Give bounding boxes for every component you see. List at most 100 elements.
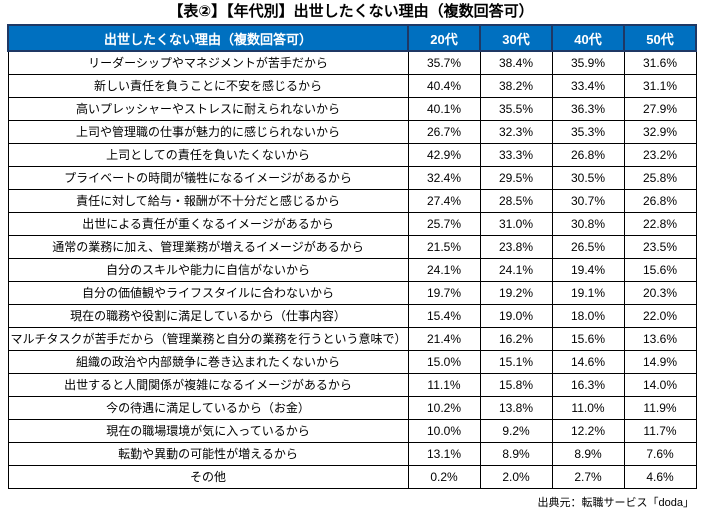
value-cell: 26.8% bbox=[623, 188, 697, 213]
table-row: 今の待遇に満足しているから（お金） 10.2% 13.8% 11.0% 11.9% bbox=[7, 395, 697, 420]
value-cell: 21.4% bbox=[407, 326, 481, 351]
value-cell: 35.7% bbox=[407, 50, 481, 75]
value-cell: 18.0% bbox=[551, 303, 625, 328]
value-cell: 33.4% bbox=[551, 73, 625, 98]
table-header: 出世したくない理由（複数回答可） 20代 30代 40代 50代 bbox=[7, 24, 697, 52]
table-row: 組織の政治や内部競争に巻き込まれたくないから 15.0% 15.1% 14.6% 14.… bbox=[7, 349, 697, 374]
reason-cell: 転勤や異動の可能性が増えるから bbox=[7, 441, 409, 466]
reason-cell: 新しい責任を負うことに不安を感じるから bbox=[7, 73, 409, 98]
value-cell: 15.6% bbox=[623, 257, 697, 282]
reason-cell: 責任に対して給与・報酬が不十分だと感じるから bbox=[7, 188, 409, 213]
value-cell: 15.0% bbox=[407, 349, 481, 374]
value-cell: 15.1% bbox=[479, 349, 553, 374]
value-cell: 13.8% bbox=[479, 395, 553, 420]
reason-cell: 現在の職務や役割に満足しているから（仕事内容） bbox=[7, 303, 409, 328]
table-row: リーダーシップやマネジメントが苦手だから 35.7% 38.4% 35.9% 31.6% bbox=[7, 50, 697, 75]
value-cell: 2.0% bbox=[479, 464, 553, 489]
value-cell: 8.9% bbox=[551, 441, 625, 466]
value-cell: 30.8% bbox=[551, 211, 625, 236]
table-row: その他 0.2% 2.0% 2.7% 4.6% bbox=[7, 464, 697, 489]
value-cell: 19.2% bbox=[479, 280, 553, 305]
value-cell: 27.9% bbox=[623, 96, 697, 121]
value-cell: 23.2% bbox=[623, 142, 697, 167]
reasons-by-age-table: 出世したくない理由（複数回答可） 20代 30代 40代 50代 リーダーシップやマネジ… bbox=[7, 24, 697, 489]
reason-cell: 現在の職場環境が気に入っているから bbox=[7, 418, 409, 443]
value-cell: 14.0% bbox=[623, 372, 697, 397]
table-row: マルチタスクが苦手だから（管理業務と自分の業務を行うという意味で） 21.4% 16… bbox=[7, 326, 697, 351]
value-cell: 22.0% bbox=[623, 303, 697, 328]
value-cell: 13.1% bbox=[407, 441, 481, 466]
reason-cell: 自分の価値観やライフスタイルに合わないから bbox=[7, 280, 409, 305]
value-cell: 4.6% bbox=[623, 464, 697, 489]
table-row: 上司としての責任を負いたくないから 42.9% 33.3% 26.8% 23.2% bbox=[7, 142, 697, 167]
value-cell: 40.1% bbox=[407, 96, 481, 121]
value-cell: 26.7% bbox=[407, 119, 481, 144]
value-cell: 21.5% bbox=[407, 234, 481, 259]
table-row: プライベートの時間が犠牲になるイメージがあるから 32.4% 29.5% 30.5% 2… bbox=[7, 165, 697, 190]
table-row: 現在の職務や役割に満足しているから（仕事内容） 15.4% 19.0% 18.0% 22… bbox=[7, 303, 697, 328]
value-cell: 30.7% bbox=[551, 188, 625, 213]
table-row: 新しい責任を負うことに不安を感じるから 40.4% 38.2% 33.4% 31.1% bbox=[7, 73, 697, 98]
value-cell: 23.8% bbox=[479, 234, 553, 259]
reason-cell: 組織の政治や内部競争に巻き込まれたくないから bbox=[7, 349, 409, 374]
reason-cell: マルチタスクが苦手だから（管理業務と自分の業務を行うという意味で） bbox=[7, 326, 409, 351]
value-cell: 33.3% bbox=[479, 142, 553, 167]
value-cell: 29.5% bbox=[479, 165, 553, 190]
value-cell: 19.7% bbox=[407, 280, 481, 305]
table-row: 上司や管理職の仕事が魅力的に感じられないから 26.7% 32.3% 35.3% 32.… bbox=[7, 119, 697, 144]
value-cell: 32.4% bbox=[407, 165, 481, 190]
table-row: 自分の価値観やライフスタイルに合わないから 19.7% 19.2% 19.1% 20.3… bbox=[7, 280, 697, 305]
value-cell: 11.1% bbox=[407, 372, 481, 397]
value-cell: 25.7% bbox=[407, 211, 481, 236]
value-cell: 19.0% bbox=[479, 303, 553, 328]
value-cell: 30.5% bbox=[551, 165, 625, 190]
value-cell: 2.7% bbox=[551, 464, 625, 489]
value-cell: 24.1% bbox=[479, 257, 553, 282]
header-row: 出世したくない理由（複数回答可） 20代 30代 40代 50代 bbox=[7, 24, 697, 52]
value-cell: 36.3% bbox=[551, 96, 625, 121]
value-cell: 19.4% bbox=[551, 257, 625, 282]
value-cell: 16.2% bbox=[479, 326, 553, 351]
reason-cell: 上司としての責任を負いたくないから bbox=[7, 142, 409, 167]
value-cell: 28.5% bbox=[479, 188, 553, 213]
value-cell: 25.8% bbox=[623, 165, 697, 190]
reason-cell: 自分のスキルや能力に自信がないから bbox=[7, 257, 409, 282]
value-cell: 15.8% bbox=[479, 372, 553, 397]
page-title: 【表②】【年代別】出世したくない理由（複数回答可） bbox=[168, 3, 534, 20]
value-cell: 24.1% bbox=[407, 257, 481, 282]
table-row: 責任に対して給与・報酬が不十分だと感じるから 27.4% 28.5% 30.7% 26.… bbox=[7, 188, 697, 213]
source-note: 出典元：転職サービス「doda」 bbox=[537, 496, 694, 509]
reason-cell: 高いプレッシャーやストレスに耐えられないから bbox=[7, 96, 409, 121]
reason-cell: 通常の業務に加え、管理業務が増えるイメージがあるから bbox=[7, 234, 409, 259]
value-cell: 12.2% bbox=[551, 418, 625, 443]
value-cell: 31.1% bbox=[623, 73, 697, 98]
table-row: 出世による責任が重くなるイメージがあるから 25.7% 31.0% 30.8% 22.8… bbox=[7, 211, 697, 236]
value-cell: 15.6% bbox=[551, 326, 625, 351]
value-cell: 11.0% bbox=[551, 395, 625, 420]
column-header-age: 30代 bbox=[479, 24, 553, 52]
value-cell: 10.0% bbox=[407, 418, 481, 443]
reason-cell: プライベートの時間が犠牲になるイメージがあるから bbox=[7, 165, 409, 190]
column-header-reason: 出世したくない理由（複数回答可） bbox=[7, 24, 409, 52]
table-row: 高いプレッシャーやストレスに耐えられないから 40.1% 35.5% 36.3% 27.… bbox=[7, 96, 697, 121]
value-cell: 31.6% bbox=[623, 50, 697, 75]
column-header-age: 50代 bbox=[623, 24, 697, 52]
value-cell: 13.6% bbox=[623, 326, 697, 351]
reason-cell: 出世による責任が重くなるイメージがあるから bbox=[7, 211, 409, 236]
table-body: リーダーシップやマネジメントが苦手だから 35.7% 38.4% 35.9% 31.6%… bbox=[7, 50, 697, 489]
value-cell: 20.3% bbox=[623, 280, 697, 305]
value-cell: 38.2% bbox=[479, 73, 553, 98]
value-cell: 32.9% bbox=[623, 119, 697, 144]
value-cell: 23.5% bbox=[623, 234, 697, 259]
value-cell: 15.4% bbox=[407, 303, 481, 328]
value-cell: 35.3% bbox=[551, 119, 625, 144]
value-cell: 14.6% bbox=[551, 349, 625, 374]
table-row: 転勤や異動の可能性が増えるから 13.1% 8.9% 8.9% 7.6% bbox=[7, 441, 697, 466]
value-cell: 14.9% bbox=[623, 349, 697, 374]
value-cell: 19.1% bbox=[551, 280, 625, 305]
value-cell: 7.6% bbox=[623, 441, 697, 466]
value-cell: 32.3% bbox=[479, 119, 553, 144]
reason-cell: 今の待遇に満足しているから（お金） bbox=[7, 395, 409, 420]
value-cell: 27.4% bbox=[407, 188, 481, 213]
